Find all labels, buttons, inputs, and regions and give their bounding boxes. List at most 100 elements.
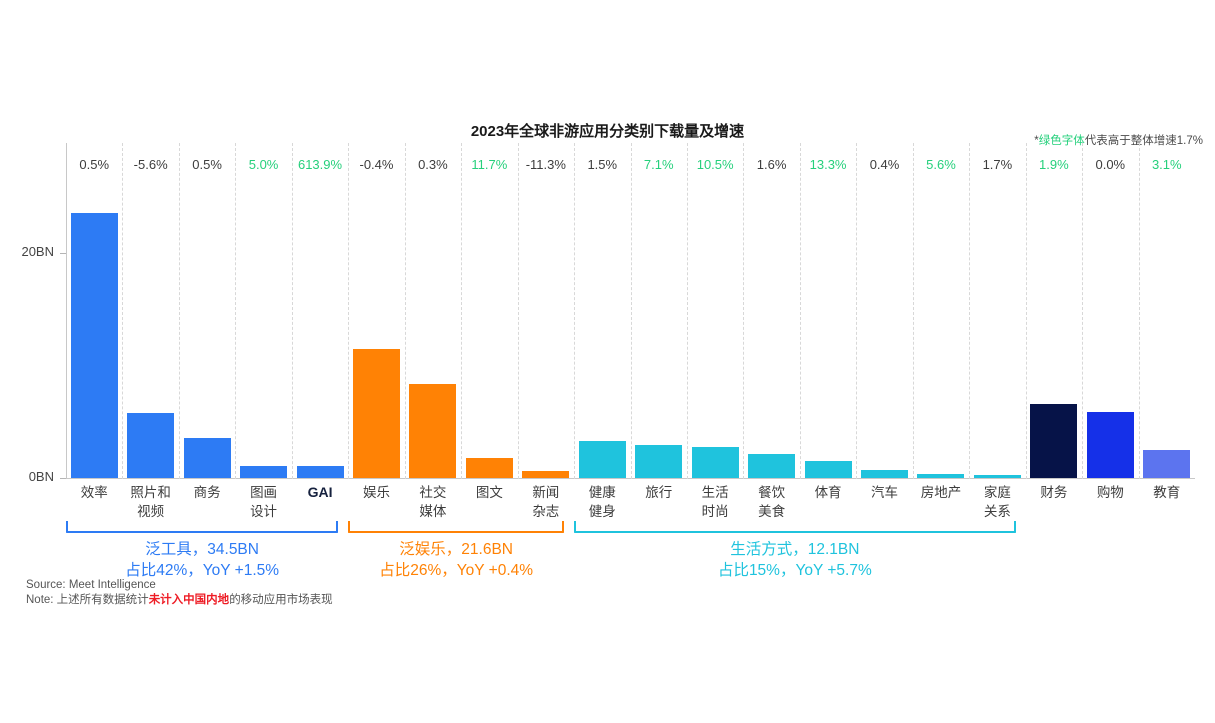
category-label-line: 健身 <box>588 504 616 519</box>
growth-rate-label: 613.9% <box>297 157 343 172</box>
category-label-旅行: 旅行 <box>645 485 673 500</box>
category-label-line: 健康 <box>588 485 616 500</box>
group-summary-line1: 泛工具，34.5BN <box>145 541 259 558</box>
growth-rate-label: 1.5% <box>587 157 618 172</box>
group-summary-line2: 占比26%，YoY +0.4% <box>379 562 534 579</box>
column-separator <box>291 143 293 479</box>
green-legend-rest: 代表高于整体增速1.7% <box>1084 135 1203 147</box>
growth-rate-row: 0.5% -5.6% 0.5% 5.0% 613.9% -0.4% 0.3% 11.7% -11… <box>0 157 1215 179</box>
category-label-line: 杂志 <box>532 504 560 519</box>
category-label-line: 照片和 <box>130 485 171 500</box>
category-label-效率: 效率 <box>80 485 108 500</box>
bar-餐饮美食[interactable] <box>748 453 796 478</box>
growth-rate-label: 0.4% <box>869 157 900 172</box>
bar-房地产[interactable] <box>917 474 965 478</box>
growth-rate-label: 5.0% <box>248 157 279 172</box>
growth-rate-label: 1.9% <box>1039 157 1069 172</box>
category-label-line: 视频 <box>137 504 165 519</box>
category-label-line: 媒体 <box>419 504 447 519</box>
group-summary-泛工具: 泛工具，34.5BN 占比42%，YoY +1.5% <box>66 539 338 581</box>
column-separator <box>1025 143 1027 479</box>
column-separator <box>574 143 576 479</box>
bar-旅行[interactable] <box>635 445 683 478</box>
column-separator <box>461 143 463 479</box>
category-label-line: 新闻 <box>532 485 560 500</box>
bar-图画设计[interactable] <box>240 465 288 478</box>
bar-体育[interactable] <box>804 461 852 478</box>
category-label-line: 生活 <box>701 485 729 500</box>
source-note-block: Source: Meet Intelligence Note: 上述所有数据统计… <box>26 578 333 608</box>
bar-生活时尚[interactable] <box>691 447 739 478</box>
growth-rate-label: 13.3% <box>809 157 847 172</box>
category-label-体育: 体育 <box>814 485 842 500</box>
group-summary-line1: 泛娱乐，21.6BN <box>399 541 513 558</box>
column-separator <box>969 143 971 479</box>
category-label-财务: 财务 <box>1040 485 1068 500</box>
y-tick-mark <box>60 253 66 254</box>
note-line: Note: 上述所有数据统计未计入中国内地的移动应用市场表现 <box>26 593 333 608</box>
bar-效率[interactable] <box>70 212 118 478</box>
column-separator <box>630 143 632 479</box>
category-labels: 效率 照片和 视频 商务 图画 设计 GAI 娱乐 社交 媒体 图文 新闻 杂志 健康 健身 旅行 生活 时尚 餐饮… <box>0 483 1215 533</box>
column-separator <box>178 143 180 479</box>
bar-新闻杂志[interactable] <box>522 470 570 478</box>
category-label-新闻杂志: 新闻 杂志 <box>512 483 580 521</box>
bars-layer <box>0 143 1215 478</box>
bar-教育[interactable] <box>1143 449 1191 478</box>
category-label-生活时尚: 生活 时尚 <box>681 483 749 521</box>
growth-rate-label: 1.6% <box>756 157 787 172</box>
bar-娱乐[interactable] <box>352 348 400 478</box>
green-font-legend-note: *绿色字体代表高于整体增速1.7% <box>1034 132 1203 148</box>
column-separator <box>404 143 406 479</box>
growth-rate-label: 1.7% <box>982 157 1013 172</box>
category-label-商务: 商务 <box>193 485 221 500</box>
growth-rate-label: 0.0% <box>1095 157 1126 172</box>
group-bracket-生活方式 <box>574 521 1016 533</box>
group-summary-泛娱乐: 泛娱乐，21.6BN 占比26%，YoY +0.4% <box>348 539 564 581</box>
category-label-line: 关系 <box>983 504 1011 519</box>
category-label-娱乐: 娱乐 <box>362 485 390 500</box>
group-summary-line1: 生活方式，12.1BN <box>730 541 860 558</box>
asterisk-symbol: * <box>1034 135 1039 147</box>
bar-家庭关系[interactable] <box>973 475 1021 478</box>
bar-购物[interactable] <box>1086 411 1134 478</box>
note-prefix: Note: 上述所有数据统计 <box>26 594 149 606</box>
bar-汽车[interactable] <box>861 470 909 478</box>
category-label-购物: 购物 <box>1096 485 1124 500</box>
green-legend-highlight: 绿色字体 <box>1038 135 1085 147</box>
bar-照片和视频[interactable] <box>127 412 175 478</box>
category-label-GAI: GAI <box>307 484 333 500</box>
column-separator <box>517 143 519 479</box>
category-label-图画设计: 图画 设计 <box>229 483 297 521</box>
column-separator <box>743 143 745 479</box>
y-tick-mark <box>60 478 66 479</box>
growth-rate-label: 3.1% <box>1151 157 1182 172</box>
group-summary-生活方式: 生活方式，12.1BN 占比15%，YoY +5.7% <box>574 539 1016 581</box>
group-bracket-泛工具 <box>66 521 339 533</box>
y-tick-label: 20BN <box>21 244 54 259</box>
growth-rate-label: -0.4% <box>359 157 394 172</box>
column-separator <box>122 143 124 479</box>
category-label-房地产: 房地产 <box>920 485 962 500</box>
column-separator <box>799 143 801 479</box>
note-suffix: 的移动应用市场表现 <box>229 594 333 606</box>
bar-GAI[interactable] <box>296 466 344 478</box>
bar-图文[interactable] <box>465 457 513 478</box>
column-separator <box>686 143 688 479</box>
column-separator <box>856 143 858 479</box>
category-label-教育: 教育 <box>1153 485 1181 500</box>
chart-title: 2023年全球非游应用分类别下载量及增速 <box>470 123 745 140</box>
bar-健康健身[interactable] <box>578 440 626 478</box>
category-label-line: 餐饮 <box>758 485 786 500</box>
column-separator <box>235 143 237 479</box>
bar-社交媒体[interactable] <box>409 383 457 478</box>
category-label-社交媒体: 社交 媒体 <box>399 483 467 521</box>
growth-rate-label: 7.1% <box>643 157 674 172</box>
category-label-line: 时尚 <box>701 504 729 519</box>
category-label-line: 家庭 <box>983 485 1011 500</box>
bar-财务[interactable] <box>1030 403 1078 478</box>
category-label-line: 设计 <box>250 504 278 519</box>
bar-商务[interactable] <box>183 437 231 478</box>
category-label-餐饮美食: 餐饮 美食 <box>737 483 805 521</box>
